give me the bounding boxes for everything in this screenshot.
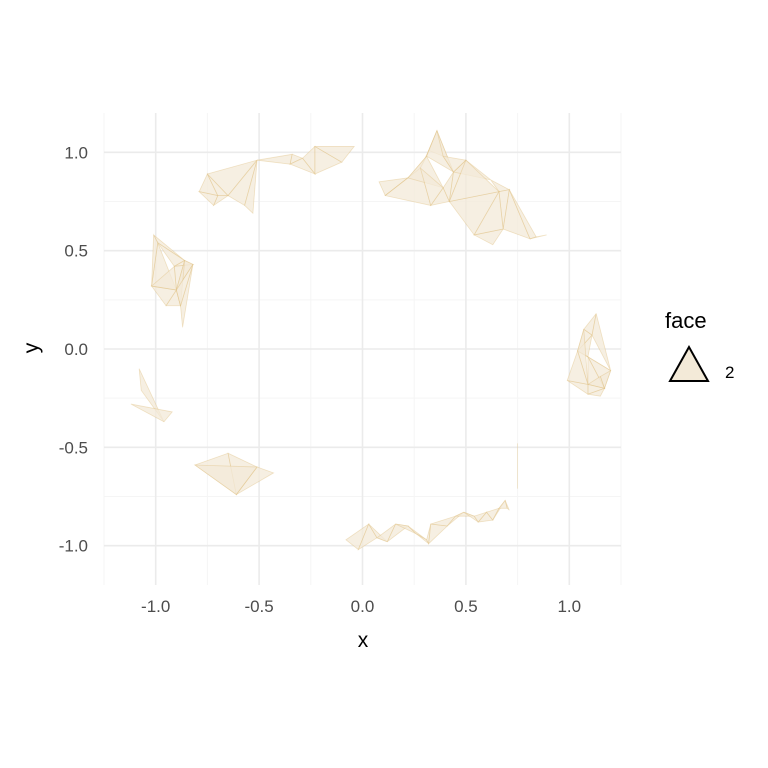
x-tick-label: 1.0 — [557, 597, 581, 616]
face-triangle — [408, 526, 427, 540]
legend-entry-label: 2 — [725, 363, 734, 382]
face-triangle — [429, 524, 448, 544]
x-axis-title: x — [358, 629, 369, 652]
face-triangle — [195, 465, 257, 495]
face-triangle — [257, 154, 292, 164]
y-tick-label: -1.0 — [59, 537, 88, 556]
y-axis-ticks: -1.0 -0.5 0.0 0.5 1.0 — [59, 143, 88, 555]
x-tick-label: -1.0 — [141, 597, 170, 616]
x-axis-ticks: -1.0 -0.5 0.0 0.5 1.0 — [141, 597, 581, 616]
x-tick-label: 0.0 — [351, 597, 375, 616]
y-tick-label: 0.5 — [64, 242, 88, 261]
x-tick-label: 0.5 — [454, 597, 478, 616]
y-tick-label: 0.0 — [64, 340, 88, 359]
y-axis-title: y — [20, 342, 43, 353]
x-tick-label: -0.5 — [244, 597, 273, 616]
y-tick-label: -0.5 — [59, 438, 88, 457]
legend-triangle-key — [670, 347, 708, 381]
legend-title: face — [665, 308, 707, 333]
face-triangle — [131, 404, 172, 422]
legend: face 2 — [665, 308, 734, 382]
y-tick-label: 1.0 — [64, 143, 88, 162]
major-gridlines — [104, 113, 621, 585]
triangle-faces — [131, 131, 611, 550]
